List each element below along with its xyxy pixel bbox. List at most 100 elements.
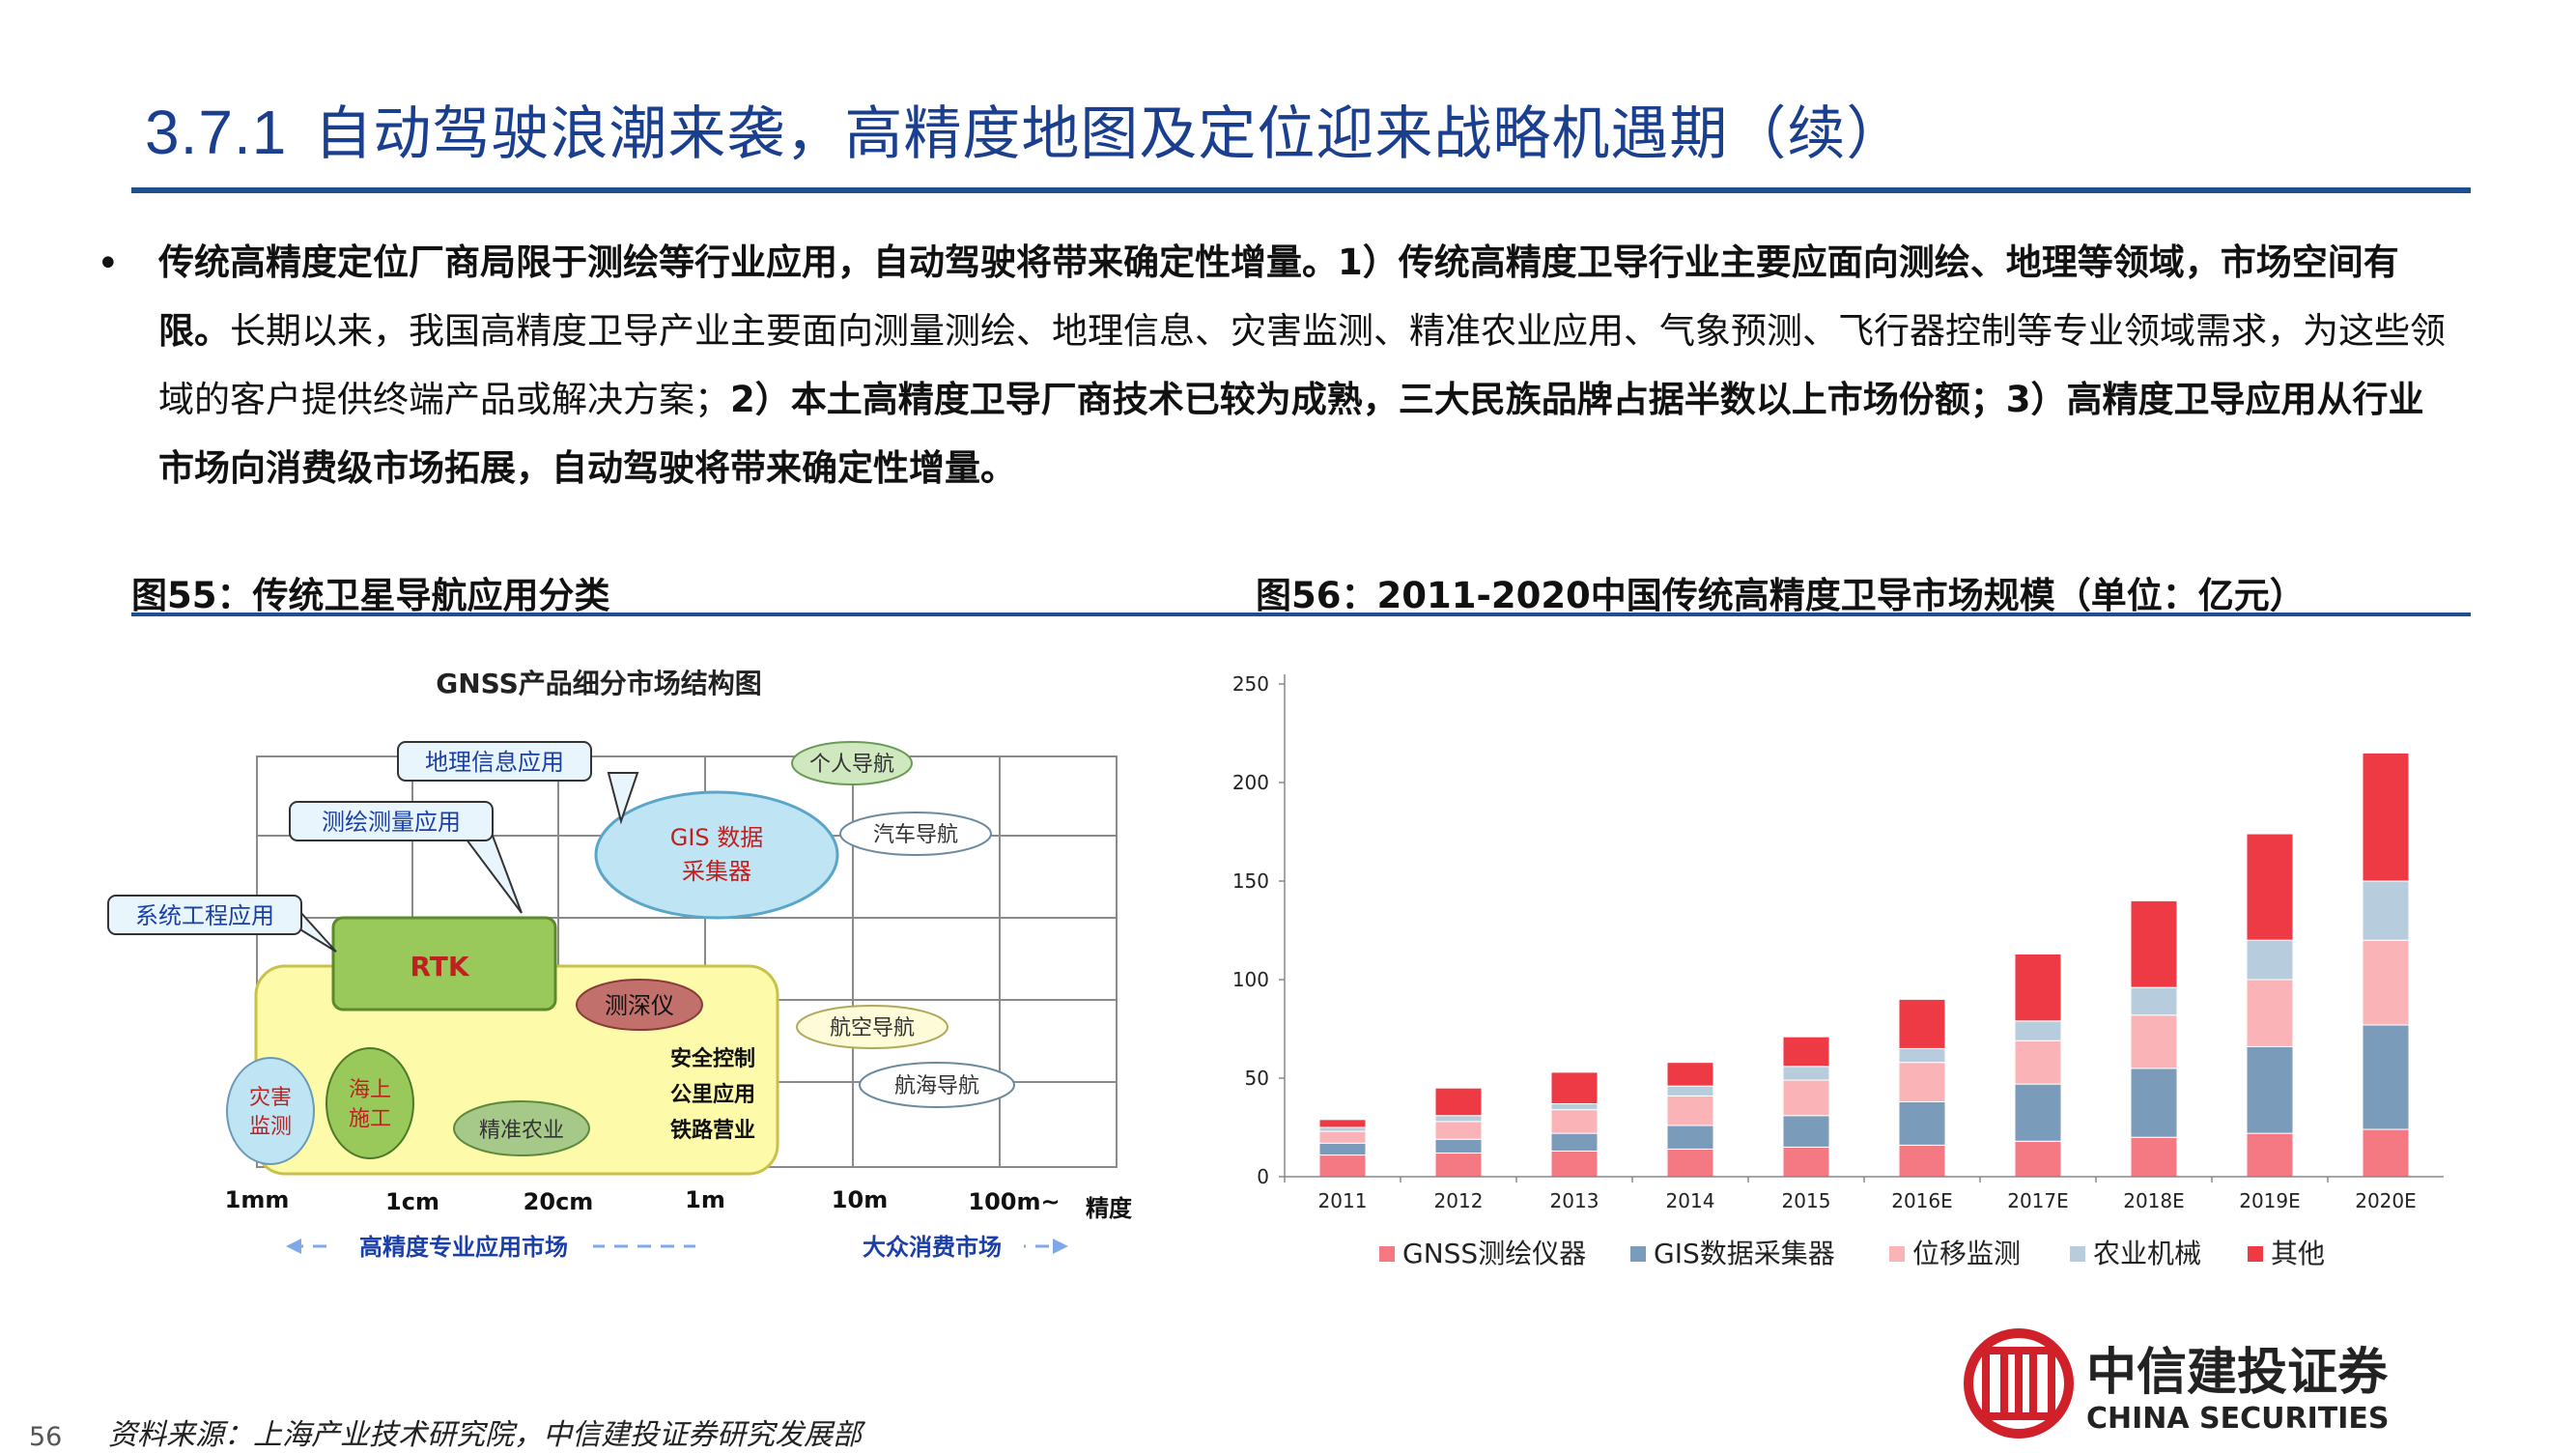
bar-2015-series-0 [1782, 1146, 1830, 1178]
callout-survey-label: 测绘测量应用 [322, 809, 461, 836]
bar-2019E-series-1 [2246, 1045, 2294, 1134]
x-tick-label: 2014 [1666, 1189, 1715, 1212]
y-tick-label: 200 [1232, 771, 1269, 794]
legend-label-3: 农业机械 [2093, 1238, 2201, 1269]
disaster-line1: 灾害 [249, 1086, 292, 1110]
section-title: 自动驾驶浪潮来袭，高精度地图及定位迎来战略机遇期（续） [314, 100, 1906, 168]
bar-2014-series-0 [1666, 1148, 1714, 1178]
bar-2017E-series-1 [2014, 1083, 2062, 1142]
bar-2011-series-1 [1318, 1142, 1367, 1156]
bar-2015-series-2 [1782, 1079, 1830, 1117]
bar-2020E-series-3 [2362, 880, 2410, 941]
logo-cn-text: 中信建投证券 [2086, 1344, 2389, 1402]
axes-layer: 2011 2012 2013 2014 2015 2016E 2017E 2018E 2019E… [1232, 672, 2444, 1212]
figure56-caption: 图56：2011-2020中国传统高精度卫导市场规模（单位：亿元） [1256, 575, 2306, 616]
diagram-x-ticks: 1mm 1cm 20cm 1m 10m 100m~ [225, 1186, 1061, 1215]
bar-2014-series-4 [1666, 1062, 1714, 1087]
x-tick-label: 2015 [1782, 1189, 1831, 1212]
bar-2020E-series-2 [2362, 939, 2410, 1026]
callout-system-eng-label: 系统工程应用 [135, 902, 274, 929]
bar-2016E-series-0 [1898, 1144, 1946, 1178]
bar-2013-series-3 [1550, 1103, 1599, 1111]
callout-geo-info: 地理信息应用 [397, 741, 639, 825]
diagram-x-axis-label: 精度 [1086, 1195, 1133, 1222]
callout-survey: 测绘测量应用 [289, 801, 523, 914]
bar-2018E-series-0 [2130, 1136, 2178, 1178]
y-tick-label: 100 [1232, 968, 1269, 991]
bar-2014-series-3 [1666, 1085, 1714, 1097]
air-nav-label: 航空导航 [830, 1016, 915, 1040]
x-tick-1: 1cm [385, 1188, 439, 1215]
bar-2013-series-0 [1550, 1150, 1599, 1178]
y-tick-label: 250 [1232, 672, 1269, 696]
bar-2016E-series-3 [1898, 1047, 1946, 1064]
legend-swatch-3 [2070, 1246, 2085, 1262]
gis-label-line2: 采集器 [682, 858, 751, 885]
x-tick-label: 2013 [1550, 1189, 1599, 1212]
bar-2018E-series-4 [2130, 899, 2178, 988]
y-tick-label: 50 [1245, 1067, 1269, 1090]
bar-2018E-series-3 [2130, 986, 2178, 1016]
pro-market-label: 高精度专业应用市场 [359, 1234, 568, 1261]
citic-emblem-icon [1964, 1328, 2074, 1439]
legend-label-1: GIS数据采集器 [1654, 1238, 1835, 1269]
legend-label-4: 其他 [2271, 1238, 2325, 1269]
bar-2011-series-0 [1318, 1154, 1367, 1178]
title-divider [131, 187, 2471, 193]
sea-nav-ellipse [859, 1062, 1015, 1108]
safety-line2: 公里应用 [670, 1082, 755, 1107]
bar-2017E-series-4 [2014, 953, 2062, 1022]
legend-label-2: 位移监测 [1912, 1238, 2021, 1269]
legend-swatch-4 [2248, 1246, 2263, 1262]
sounder-ellipse [576, 979, 703, 1031]
y-tick-label: 0 [1257, 1165, 1269, 1188]
x-tick-5: 100m~ [968, 1188, 1060, 1215]
bar-2013-series-4 [1550, 1071, 1599, 1105]
figure55-caption: 图55：传统卫星导航应用分类 [131, 575, 610, 616]
consumer-market-arrowhead [1053, 1239, 1068, 1254]
bar-2012-series-3 [1434, 1115, 1483, 1123]
disaster-line2: 监测 [249, 1115, 292, 1139]
gis-ellipse [594, 790, 839, 920]
personal-nav-label: 个人导航 [809, 753, 894, 777]
offshore-line1: 海上 [349, 1078, 391, 1102]
legend-swatch-0 [1379, 1246, 1395, 1262]
car-nav-label: 汽车导航 [873, 823, 958, 847]
bar-2016E-series-4 [1898, 998, 1946, 1049]
bar-2011-series-2 [1318, 1130, 1367, 1144]
consumer-market-label-bg [840, 1231, 1024, 1262]
bar-2019E-series-3 [2246, 939, 2294, 981]
page-title: 3.7.1 自动驾驶浪潮来袭，高精度地图及定位迎来战略机遇期（续） [145, 87, 1905, 171]
air-nav-ellipse [796, 1005, 948, 1049]
bars-layer [1318, 752, 2410, 1178]
bar-2019E-series-2 [2246, 979, 2294, 1047]
safety-line3: 铁路营业 [670, 1118, 755, 1143]
bar-2012-series-2 [1434, 1121, 1483, 1140]
legend-swatch-2 [1889, 1246, 1905, 1262]
bar-2015-series-3 [1782, 1066, 1830, 1081]
bar-2017E-series-2 [2014, 1040, 2062, 1085]
bullet-bold-2: 2）本土高精度卫导厂商技术已较为成熟，三大民族品牌占据半数以上市场份额；3）高精… [158, 379, 2424, 489]
figure-divider [131, 613, 2471, 616]
agri-label: 精准农业 [479, 1119, 564, 1143]
gis-label-line1: GIS 数据 [670, 824, 764, 851]
gnss-market-diagram: GNSS产品细分市场结构图 RTK GIS 数据 采集器 地理信息应用 测绘测量… [107, 668, 1133, 1262]
chart-legend: GNSS测绘仪器 GIS数据采集器 位移监测 农业机械 其他 [1379, 1238, 2325, 1269]
bar-2015-series-4 [1782, 1036, 1830, 1068]
sea-nav-label: 航海导航 [894, 1074, 979, 1098]
personal-nav-ellipse [791, 741, 913, 785]
bar-2011-series-4 [1318, 1119, 1367, 1128]
bar-2012-series-1 [1434, 1138, 1483, 1154]
bar-2012-series-4 [1434, 1087, 1483, 1117]
bar-2020E-series-0 [2362, 1128, 2410, 1178]
pro-market-label-bg [332, 1231, 593, 1262]
page-number: 56 [29, 1422, 63, 1452]
bar-2015-series-1 [1782, 1115, 1830, 1148]
pro-market-arrowhead [286, 1239, 301, 1254]
rtk-box [331, 916, 557, 1011]
source-note: 资料来源：上海产业技术研究院，中信建投证券研究发展部 [108, 1418, 862, 1452]
bar-2014-series-2 [1666, 1095, 1714, 1126]
x-tick-label: 2017E [2007, 1189, 2069, 1212]
sounder-label: 测深仪 [605, 992, 674, 1019]
x-tick-label: 2019E [2239, 1189, 2301, 1212]
